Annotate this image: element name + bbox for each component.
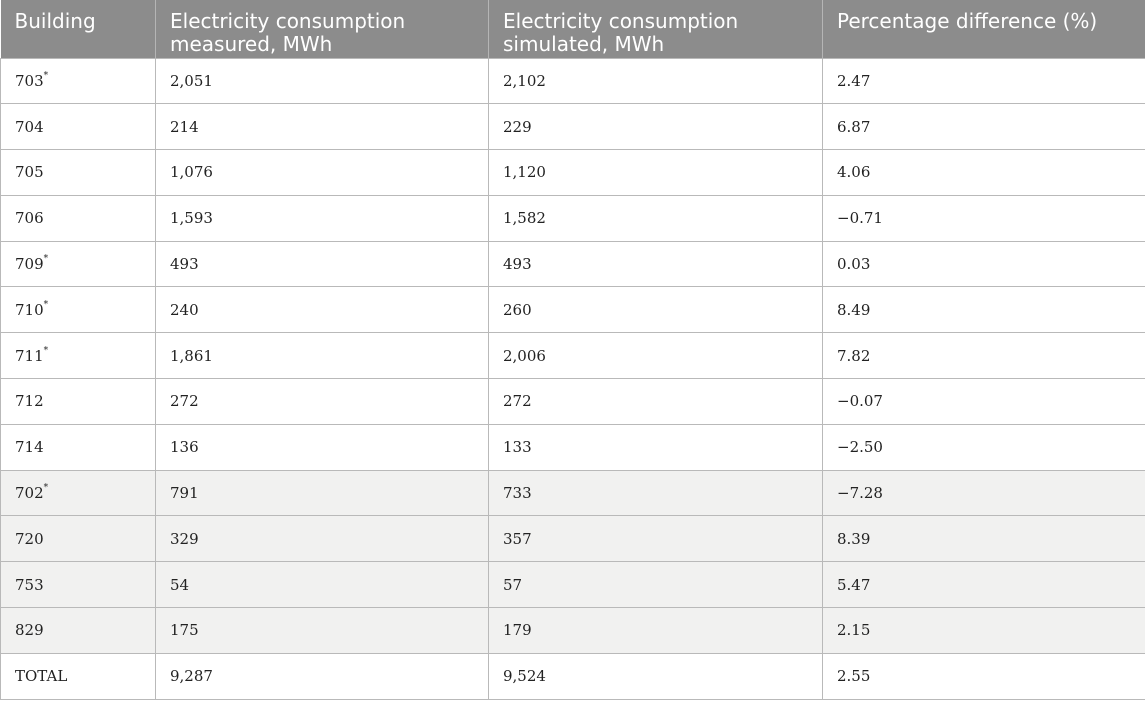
table-body: 703* 2,051 2,102 2.47 704 214 229 6.87 705 1,076 1…	[0, 57, 1145, 700]
cell-simulated: 733	[488, 469, 823, 517]
table-row: 711* 1,861 2,006 7.82	[0, 332, 1145, 380]
cell-building: 706	[0, 194, 156, 242]
cell-percentage-difference: 8.39	[822, 515, 1145, 563]
cell-building: 753	[0, 561, 156, 609]
cell-percentage-difference: 4.06	[822, 149, 1145, 196]
table-header: Building Electricity consumption measure…	[0, 0, 1145, 58]
building-id: 705	[15, 163, 44, 182]
cell-building: 702*	[0, 469, 156, 517]
building-id: 711	[15, 346, 44, 365]
building-id: 710	[15, 300, 44, 319]
cell-measured: 329	[155, 515, 489, 563]
cell-percentage-difference: 0.03	[822, 240, 1145, 288]
cell-building: 712	[0, 378, 156, 425]
footnote-marker: *	[43, 483, 49, 494]
table-row: 706 1,593 1,582 −0.71	[0, 194, 1145, 242]
cell-building: TOTAL	[0, 652, 156, 700]
cell-building: 709*	[0, 240, 156, 288]
table-row: 704 214 229 6.87	[0, 103, 1145, 151]
cell-building: 703*	[0, 57, 156, 105]
cell-building: 720	[0, 515, 156, 563]
header-percentage-difference: Percentage difference (%)	[822, 0, 1145, 58]
building-id: 714	[15, 438, 44, 457]
cell-simulated: 357	[488, 515, 823, 563]
building-id: 704	[15, 117, 44, 136]
cell-percentage-difference: 5.47	[822, 561, 1145, 609]
cell-simulated: 2,006	[488, 332, 823, 380]
table-row: 829 175 179 2.15	[0, 607, 1145, 654]
building-id: 706	[15, 209, 44, 228]
header-row: Building Electricity consumption measure…	[0, 0, 1145, 58]
table-row: 705 1,076 1,120 4.06	[0, 149, 1145, 196]
cell-simulated: 57	[488, 561, 823, 609]
table-row: 714 136 133 −2.50	[0, 423, 1145, 471]
cell-measured: 2,051	[155, 57, 489, 105]
cell-percentage-difference: −2.50	[822, 423, 1145, 471]
cell-measured: 54	[155, 561, 489, 609]
building-id: 720	[15, 529, 44, 548]
cell-simulated: 260	[488, 286, 823, 334]
cell-percentage-difference: 2.55	[822, 652, 1145, 700]
cell-percentage-difference: −7.28	[822, 469, 1145, 517]
building-id: TOTAL	[15, 667, 68, 686]
table-row: 712 272 272 −0.07	[0, 378, 1145, 425]
table-row: 709* 493 493 0.03	[0, 240, 1145, 288]
cell-simulated: 9,524	[488, 652, 823, 700]
cell-measured: 9,287	[155, 652, 489, 700]
cell-measured: 136	[155, 423, 489, 471]
building-id: 702	[15, 484, 44, 503]
footnote-marker: *	[43, 254, 49, 265]
cell-measured: 1,076	[155, 149, 489, 196]
cell-measured: 175	[155, 607, 489, 654]
cell-simulated: 1,120	[488, 149, 823, 196]
cell-percentage-difference: −0.71	[822, 194, 1145, 242]
building-id: 753	[15, 575, 44, 594]
cell-building: 710*	[0, 286, 156, 334]
building-id: 829	[15, 621, 44, 640]
cell-percentage-difference: 7.82	[822, 332, 1145, 380]
building-id: 703	[15, 71, 44, 90]
cell-percentage-difference: −0.07	[822, 378, 1145, 425]
table-row: 703* 2,051 2,102 2.47	[0, 57, 1145, 105]
cell-simulated: 2,102	[488, 57, 823, 105]
cell-percentage-difference: 6.87	[822, 103, 1145, 151]
cell-percentage-difference: 8.49	[822, 286, 1145, 334]
cell-simulated: 179	[488, 607, 823, 654]
header-building: Building	[0, 0, 156, 58]
footnote-marker: *	[43, 299, 49, 310]
cell-building: 711*	[0, 332, 156, 380]
cell-measured: 1,593	[155, 194, 489, 242]
cell-measured: 493	[155, 240, 489, 288]
building-id: 709	[15, 255, 44, 274]
cell-measured: 791	[155, 469, 489, 517]
cell-measured: 272	[155, 378, 489, 425]
cell-building: 704	[0, 103, 156, 151]
cell-simulated: 133	[488, 423, 823, 471]
cell-percentage-difference: 2.47	[822, 57, 1145, 105]
cell-measured: 214	[155, 103, 489, 151]
table-row: 753 54 57 5.47	[0, 561, 1145, 609]
header-simulated: Electricity consumption simulated, MWh	[488, 0, 823, 58]
cell-measured: 240	[155, 286, 489, 334]
table-row: 710* 240 260 8.49	[0, 286, 1145, 334]
cell-building: 705	[0, 149, 156, 196]
cell-simulated: 493	[488, 240, 823, 288]
cell-simulated: 229	[488, 103, 823, 151]
table-row: 720 329 357 8.39	[0, 515, 1145, 563]
table-row: 702* 791 733 −7.28	[0, 469, 1145, 517]
cell-percentage-difference: 2.15	[822, 607, 1145, 654]
cell-building: 714	[0, 423, 156, 471]
cell-measured: 1,861	[155, 332, 489, 380]
footnote-marker: *	[43, 70, 49, 81]
header-measured: Electricity consumption measured, MWh	[155, 0, 489, 58]
cell-simulated: 272	[488, 378, 823, 425]
building-id: 712	[15, 392, 44, 411]
cell-simulated: 1,582	[488, 194, 823, 242]
table-row: TOTAL 9,287 9,524 2.55	[0, 652, 1145, 700]
footnote-marker: *	[43, 345, 49, 356]
cell-building: 829	[0, 607, 156, 654]
